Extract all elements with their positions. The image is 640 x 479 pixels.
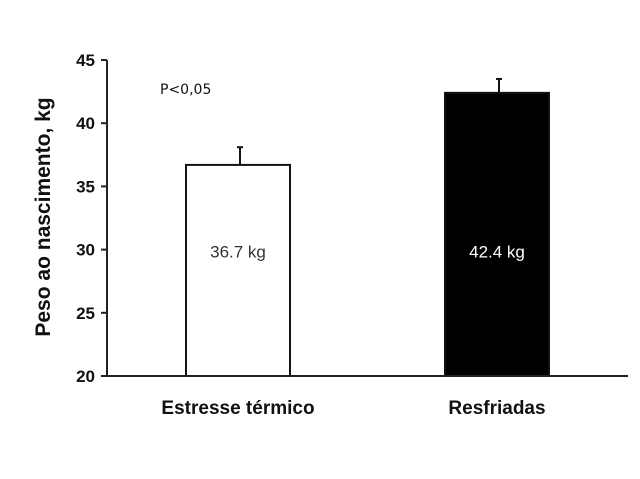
bars-group: [185, 91, 550, 377]
y-tick-label: 30: [76, 241, 95, 260]
data-label-1: 36.7 kg: [210, 243, 266, 262]
significance-annotation: P<0,05: [160, 82, 211, 98]
data-label-2: 42.4 kg: [469, 243, 525, 262]
category-labels-group: Estresse térmico Resfriadas: [161, 398, 545, 419]
y-axis-label: Peso ao nascimento, kg: [32, 97, 55, 336]
y-tick-label: 25: [76, 304, 95, 323]
y-ticks-group: 20 25 30 35 40 45: [76, 51, 107, 386]
axes-group: [106, 60, 628, 377]
bar-2: [444, 91, 550, 377]
y-tick-label: 35: [76, 177, 95, 196]
bar-1: [185, 163, 291, 377]
y-tick-label: 45: [76, 51, 95, 70]
y-tick-label: 20: [76, 367, 95, 386]
category-label-2: Resfriadas: [448, 398, 545, 419]
category-label-1: Estresse térmico: [161, 398, 314, 419]
error-bars-group: [237, 77, 502, 165]
data-labels-group: 36.7 kg 42.4 kg: [210, 243, 525, 262]
y-tick-label: 40: [76, 114, 95, 133]
